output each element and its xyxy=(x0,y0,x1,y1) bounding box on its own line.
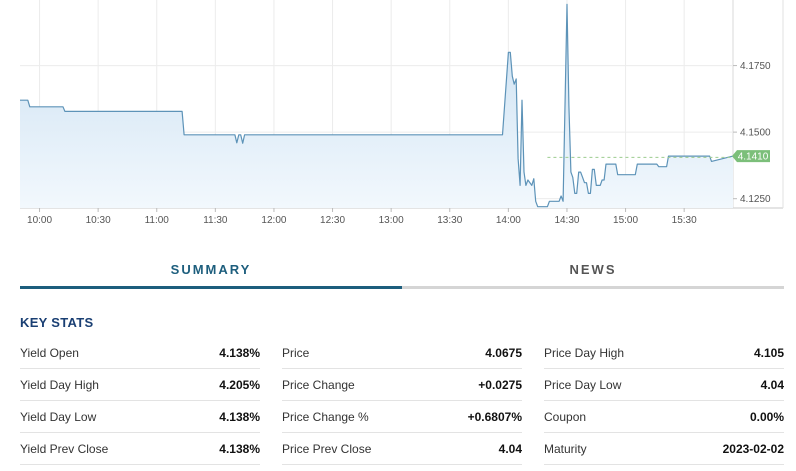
stat-value: 4.138% xyxy=(219,346,260,360)
x-tick-label: 10:00 xyxy=(27,215,52,226)
series-area xyxy=(20,4,733,208)
y-tick-label: 4.1250 xyxy=(740,194,771,205)
key-stats-title: KEY STATS xyxy=(20,315,94,330)
tab-news[interactable]: NEWS xyxy=(402,256,784,289)
stat-row: Yield Open 4.138% xyxy=(20,337,260,369)
y-tick-label: 4.1750 xyxy=(740,61,771,72)
x-tick-label: 12:30 xyxy=(320,215,345,226)
last-value-badge xyxy=(732,150,770,163)
key-stats-column: Price Day High 4.105 Price Day Low 4.04 Coup… xyxy=(544,337,784,465)
last-value-label: 4.1410 xyxy=(738,152,769,163)
stat-label: Price Prev Close xyxy=(282,442,372,456)
stat-row: Price 4.0675 xyxy=(282,337,522,369)
stat-value: +0.6807% xyxy=(467,410,522,424)
stat-row: Price Prev Close 4.04 xyxy=(282,433,522,465)
stat-value: 4.04 xyxy=(760,378,784,392)
stat-row: Yield Day High 4.205% xyxy=(20,369,260,401)
x-tick-label: 13:00 xyxy=(379,215,404,226)
stat-row: Price Day Low 4.04 xyxy=(544,369,784,401)
stat-label: Coupon xyxy=(544,410,587,424)
y-tick-label: 4.1500 xyxy=(740,128,771,139)
stat-value: 4.04 xyxy=(498,442,522,456)
x-tick-label: 14:30 xyxy=(554,215,579,226)
stat-label: Price Day Low xyxy=(544,378,622,392)
key-stats-column: Price 4.0675 Price Change +0.0275 Price Chan… xyxy=(282,337,522,465)
stat-row: Price Change % +0.6807% xyxy=(282,401,522,433)
stat-value: 4.105 xyxy=(753,346,784,360)
x-tick-label: 10:30 xyxy=(86,215,111,226)
tab-summary[interactable]: SUMMARY xyxy=(20,256,402,289)
stat-value: 4.205% xyxy=(219,378,260,392)
x-tick-label: 11:00 xyxy=(145,215,170,226)
stat-label: Price Change % xyxy=(282,410,369,424)
stat-row: Maturity 2023-02-02 xyxy=(544,433,784,465)
x-tick-label: 15:30 xyxy=(672,215,697,226)
series-line xyxy=(20,3,734,208)
x-tick-label: 15:00 xyxy=(613,215,638,226)
stat-row: Yield Prev Close 4.138% xyxy=(20,433,260,465)
stat-value: 4.138% xyxy=(219,442,260,456)
stat-value: 2023-02-02 xyxy=(722,442,784,456)
y-axis: 4.1750 4.1500 4.1250 xyxy=(733,61,771,205)
key-stats-column: Yield Open 4.138% Yield Day High 4.205% Yiel… xyxy=(20,337,260,465)
x-tick-label: 13:30 xyxy=(437,215,462,226)
stat-value: +0.0275 xyxy=(478,378,522,392)
stat-label: Maturity xyxy=(544,442,587,456)
stat-label: Price xyxy=(282,346,310,360)
stat-label: Price Day High xyxy=(544,346,625,360)
stat-label: Yield Open xyxy=(20,346,79,360)
stat-row: Yield Day Low 4.138% xyxy=(20,401,260,433)
stat-row: Price Day High 4.105 xyxy=(544,337,784,369)
stat-value: 4.138% xyxy=(219,410,260,424)
x-tick-label: 11:30 xyxy=(203,215,228,226)
x-tick-label: 14:00 xyxy=(496,215,521,226)
stat-value: 0.00% xyxy=(749,410,784,424)
stat-value: 4.0675 xyxy=(485,346,522,360)
stat-row: Coupon 0.00% xyxy=(544,401,784,433)
stat-label: Yield Prev Close xyxy=(20,442,109,456)
x-axis: 10:00 10:30 11:00 11:30 12:00 12:30 13:00 13:30… xyxy=(27,208,697,226)
stat-label: Price Change xyxy=(282,378,355,392)
tab-bar: SUMMARY NEWS xyxy=(20,256,784,290)
stat-row: Price Change +0.0275 xyxy=(282,369,522,401)
x-tick-label: 12:00 xyxy=(261,215,286,226)
stat-label: Yield Day Low xyxy=(20,410,97,424)
stat-label: Yield Day High xyxy=(20,378,99,392)
